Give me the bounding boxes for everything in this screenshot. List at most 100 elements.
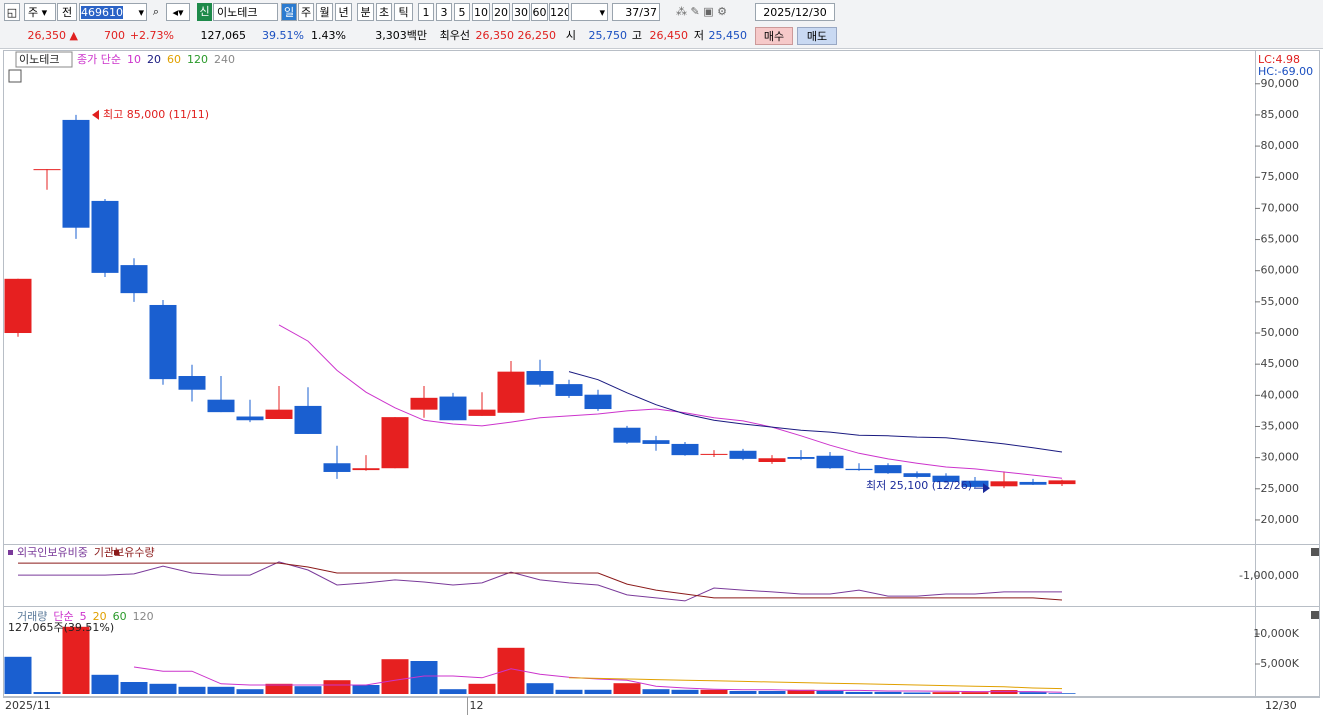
scope: 전 bbox=[61, 6, 73, 19]
y-tick-label: 40,000 bbox=[1261, 388, 1300, 401]
code-input[interactable]: 469610 ▾ bbox=[79, 3, 147, 21]
period-button[interactable]: 월 bbox=[316, 3, 333, 21]
period-button[interactable]: 년 bbox=[335, 3, 352, 21]
candle-body bbox=[352, 468, 380, 471]
toolbar: ◱ 주 ▾ 전 469610 ▾ ⌕ ◂▾ 신 이노테크 일 주 월 년 분 초 틱 1 3 5 10… bbox=[0, 0, 1323, 49]
interval-button[interactable]: 1 bbox=[418, 3, 434, 21]
candle-body bbox=[642, 440, 670, 444]
interval-button[interactable]: 60 bbox=[531, 3, 548, 21]
close-icon[interactable] bbox=[1311, 611, 1319, 619]
stock-name[interactable]: 이노테크 bbox=[213, 3, 278, 21]
tool-icons[interactable]: ⁂ ✎ ▣ ⚙ bbox=[676, 5, 727, 18]
candle-body bbox=[33, 169, 61, 171]
candle-body bbox=[1048, 480, 1076, 485]
sell-button[interactable]: 매도 bbox=[797, 27, 837, 45]
legend-item: 20 bbox=[93, 610, 107, 623]
y-tick-label: 45,000 bbox=[1261, 357, 1300, 370]
interval-button[interactable]: 30 bbox=[512, 3, 530, 21]
date-input[interactable]: 2025/12/30 bbox=[755, 3, 835, 21]
candle-body bbox=[381, 417, 409, 469]
volume-bar bbox=[439, 689, 467, 694]
legend-item: 10 bbox=[127, 53, 141, 66]
volume-bar bbox=[91, 674, 119, 694]
volume-bar bbox=[1048, 693, 1076, 694]
interval-button[interactable]: 3 bbox=[436, 3, 452, 21]
close-icon[interactable] bbox=[1311, 548, 1319, 556]
y-tick-label: 20,000 bbox=[1261, 513, 1300, 526]
last-date: 12/30 bbox=[1265, 699, 1297, 712]
candle-body bbox=[729, 450, 757, 459]
candle-body bbox=[178, 376, 206, 390]
buy-button[interactable]: 매수 bbox=[755, 27, 793, 45]
volume-bar bbox=[1019, 692, 1047, 694]
volume: 127,065 bbox=[200, 29, 247, 42]
candle-body bbox=[207, 399, 235, 413]
ma-line bbox=[18, 562, 1063, 601]
candle-body bbox=[671, 443, 699, 456]
volume-bar bbox=[62, 626, 90, 694]
y-tick-label: 25,000 bbox=[1261, 482, 1300, 495]
hc-label: HC:-69.00 bbox=[1258, 65, 1313, 78]
legend-item: 20 bbox=[147, 53, 161, 66]
ma-line bbox=[18, 561, 1062, 602]
market: 주 bbox=[28, 6, 39, 19]
candle-body bbox=[555, 384, 583, 396]
candle-body bbox=[323, 463, 351, 472]
volume-bar bbox=[33, 692, 61, 694]
legend-swatch bbox=[8, 550, 13, 555]
volume-bar bbox=[642, 689, 670, 694]
candle-body bbox=[903, 473, 931, 477]
high-label: 고 bbox=[631, 29, 642, 42]
interval-button[interactable]: 10 bbox=[472, 3, 490, 21]
period-button[interactable]: 주 bbox=[298, 3, 314, 21]
interval-button[interactable]: 120 bbox=[549, 3, 569, 21]
y-tick-label: 70,000 bbox=[1261, 201, 1300, 214]
y-tick-label: 65,000 bbox=[1261, 233, 1300, 246]
low-label: 저 bbox=[693, 29, 704, 42]
volume-bar bbox=[874, 691, 902, 694]
volume-rate: 39.51% bbox=[262, 29, 304, 42]
candle-body bbox=[91, 200, 119, 273]
legend-item: 기관보유수량 bbox=[94, 546, 155, 559]
sound-icon[interactable]: ◂▾ bbox=[166, 3, 190, 21]
candle-body bbox=[961, 480, 989, 487]
candle-body bbox=[439, 396, 467, 421]
legend-item: 60 bbox=[167, 53, 181, 66]
rate: +2.73% bbox=[129, 29, 174, 42]
search-icon[interactable]: ⌕ bbox=[152, 5, 160, 18]
y-tick-label: 5,000K bbox=[1260, 657, 1299, 670]
period-button[interactable]: 분 bbox=[357, 3, 374, 21]
menu-icon[interactable]: ◱ bbox=[4, 3, 20, 21]
volume-bar bbox=[700, 689, 728, 694]
candle-body bbox=[265, 409, 293, 420]
legend-item: 5 bbox=[80, 610, 87, 623]
candle-body bbox=[700, 453, 728, 455]
y-tick-label: 10,000K bbox=[1253, 627, 1299, 640]
market-select[interactable]: 주 ▾ bbox=[24, 3, 56, 21]
low: 25,450 bbox=[708, 29, 748, 42]
candle-body bbox=[526, 371, 554, 385]
scope-button[interactable]: 전 bbox=[57, 3, 77, 21]
code: 469610 bbox=[81, 6, 123, 19]
volume-bar bbox=[265, 683, 293, 694]
period-button[interactable]: 초 bbox=[376, 3, 392, 21]
interval-select[interactable]: ▾ bbox=[571, 3, 608, 21]
volume-bar bbox=[671, 689, 699, 694]
change: 700 bbox=[104, 29, 125, 42]
turnover: 1.43% bbox=[311, 29, 346, 42]
annotation: 최고 85,000 (11/11) bbox=[103, 108, 209, 121]
annotation-arrow bbox=[983, 483, 990, 494]
volume-bar bbox=[4, 656, 32, 694]
volume-bar bbox=[555, 689, 583, 694]
interval-button[interactable]: 20 bbox=[492, 3, 510, 21]
y-tick-label: -1,000,000 bbox=[1239, 569, 1299, 582]
period-button[interactable]: 일 bbox=[281, 3, 297, 21]
volume-bar bbox=[758, 691, 786, 694]
interval-button[interactable]: 5 bbox=[454, 3, 470, 21]
count[interactable]: 37/37 bbox=[612, 3, 660, 21]
y-tick-label: 30,000 bbox=[1261, 451, 1300, 464]
period-button[interactable]: 틱 bbox=[394, 3, 413, 21]
table-icon[interactable] bbox=[8, 69, 22, 83]
candle-body bbox=[236, 416, 264, 421]
